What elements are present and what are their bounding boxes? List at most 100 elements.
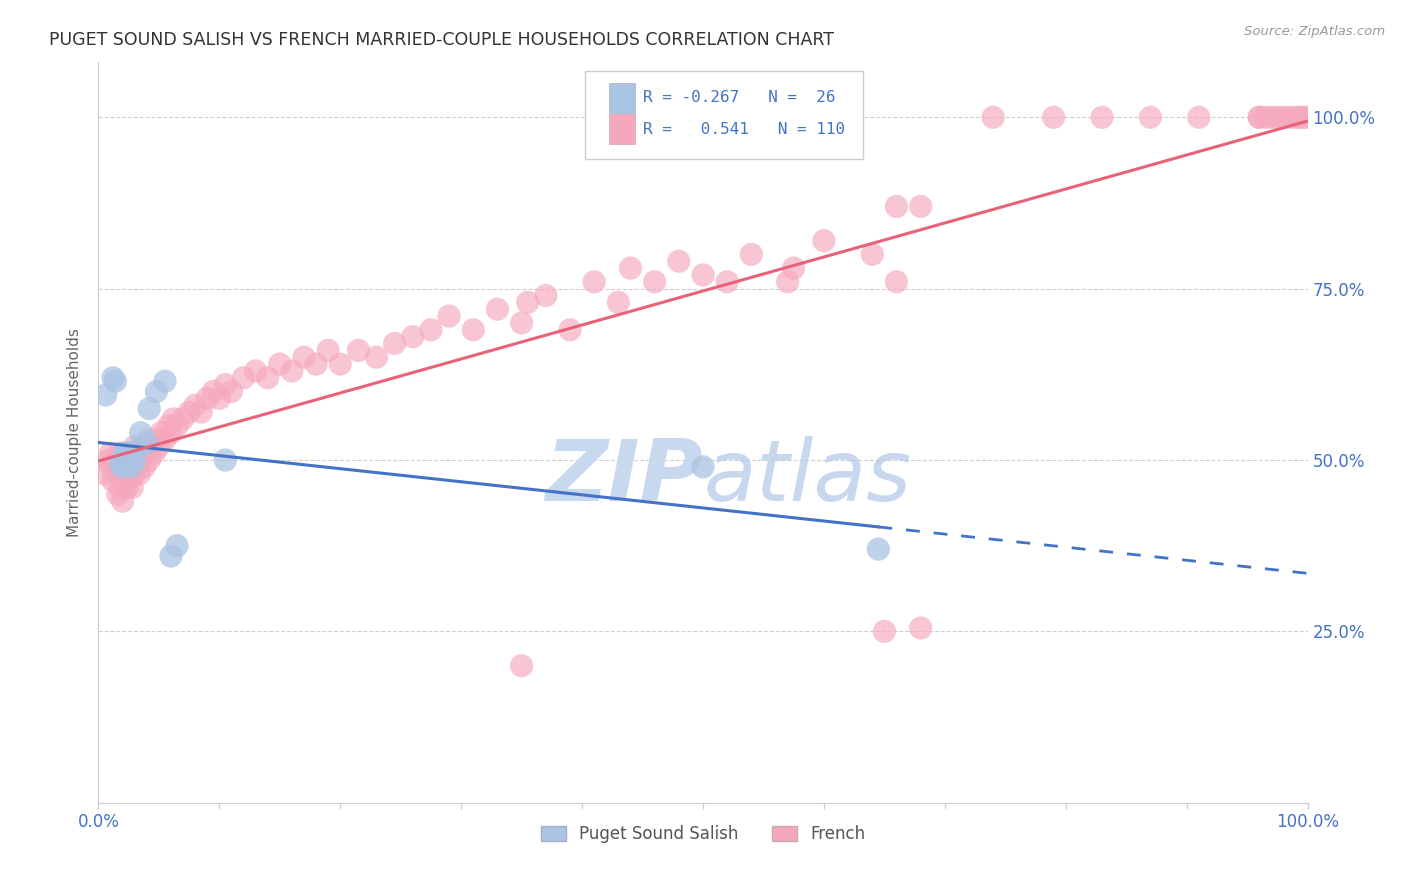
Point xyxy=(1249,110,1271,124)
Point xyxy=(145,433,167,447)
Point xyxy=(108,446,131,460)
Point xyxy=(124,439,146,453)
Point xyxy=(120,470,142,484)
Point xyxy=(131,439,153,453)
Point xyxy=(1288,110,1310,124)
Point xyxy=(1042,110,1064,124)
Point xyxy=(115,467,138,481)
Point xyxy=(873,624,896,639)
Point xyxy=(981,110,1004,124)
Point xyxy=(160,425,183,440)
Point xyxy=(114,450,136,464)
Text: Source: ZipAtlas.com: Source: ZipAtlas.com xyxy=(1244,25,1385,38)
Point xyxy=(121,446,143,460)
Point xyxy=(329,357,352,371)
Point xyxy=(1284,110,1306,124)
Legend: Puget Sound Salish, French: Puget Sound Salish, French xyxy=(534,819,872,850)
Point xyxy=(1139,110,1161,124)
Point xyxy=(93,467,115,481)
Point xyxy=(104,374,127,388)
Point xyxy=(384,336,406,351)
Point xyxy=(463,323,485,337)
Point xyxy=(129,453,152,467)
Point xyxy=(1091,110,1114,124)
Point xyxy=(269,357,291,371)
Point xyxy=(108,459,131,474)
Text: ZIP: ZIP xyxy=(546,435,703,518)
Point xyxy=(281,364,304,378)
Y-axis label: Married-couple Households: Married-couple Households xyxy=(67,328,83,537)
Point xyxy=(305,357,328,371)
Point xyxy=(619,261,641,276)
Point xyxy=(1272,110,1295,124)
Point xyxy=(510,316,533,330)
Point xyxy=(108,457,131,471)
Point xyxy=(108,480,131,494)
Point xyxy=(1267,110,1289,124)
Point xyxy=(910,621,932,635)
Point xyxy=(103,453,125,467)
Point xyxy=(135,436,157,450)
Point xyxy=(437,309,460,323)
Point xyxy=(101,474,124,488)
Point xyxy=(221,384,243,399)
Point xyxy=(114,446,136,460)
Point xyxy=(486,302,509,317)
Point xyxy=(166,539,188,553)
Point xyxy=(100,446,122,460)
Point xyxy=(692,459,714,474)
Point xyxy=(583,275,606,289)
Point xyxy=(157,418,180,433)
Point xyxy=(124,467,146,481)
Point xyxy=(153,374,176,388)
Point xyxy=(100,459,122,474)
Point xyxy=(150,425,173,440)
Point xyxy=(117,457,139,471)
Point xyxy=(782,261,804,276)
Text: atlas: atlas xyxy=(703,435,911,518)
Point xyxy=(125,453,148,467)
Point xyxy=(143,446,166,460)
Point xyxy=(118,453,141,467)
Point xyxy=(145,384,167,399)
Point xyxy=(166,418,188,433)
Point xyxy=(118,446,141,460)
Bar xyxy=(609,83,636,112)
Point xyxy=(366,350,388,364)
Point xyxy=(172,412,194,426)
Point xyxy=(114,474,136,488)
Point xyxy=(347,343,370,358)
Point xyxy=(886,199,908,213)
Point xyxy=(214,453,236,467)
Point xyxy=(111,446,134,460)
Point xyxy=(112,453,135,467)
Point xyxy=(110,467,132,481)
Point xyxy=(716,275,738,289)
Point xyxy=(179,405,201,419)
Point xyxy=(776,275,799,289)
Point xyxy=(516,295,538,310)
Point xyxy=(860,247,883,261)
Point xyxy=(121,480,143,494)
Point xyxy=(118,467,141,481)
Point xyxy=(402,329,425,343)
Point xyxy=(117,480,139,494)
Point xyxy=(162,412,184,426)
Point xyxy=(420,323,443,337)
Point xyxy=(1292,110,1315,124)
Point xyxy=(184,398,207,412)
Point xyxy=(1295,110,1317,124)
Point xyxy=(510,658,533,673)
Point xyxy=(534,288,557,302)
Point xyxy=(111,459,134,474)
Point xyxy=(115,453,138,467)
Point xyxy=(129,425,152,440)
Point xyxy=(112,450,135,464)
Point xyxy=(127,446,149,460)
Point xyxy=(120,459,142,474)
Point xyxy=(316,343,339,358)
Point xyxy=(128,467,150,481)
Point xyxy=(214,377,236,392)
Point xyxy=(1254,110,1277,124)
Point xyxy=(740,247,762,261)
